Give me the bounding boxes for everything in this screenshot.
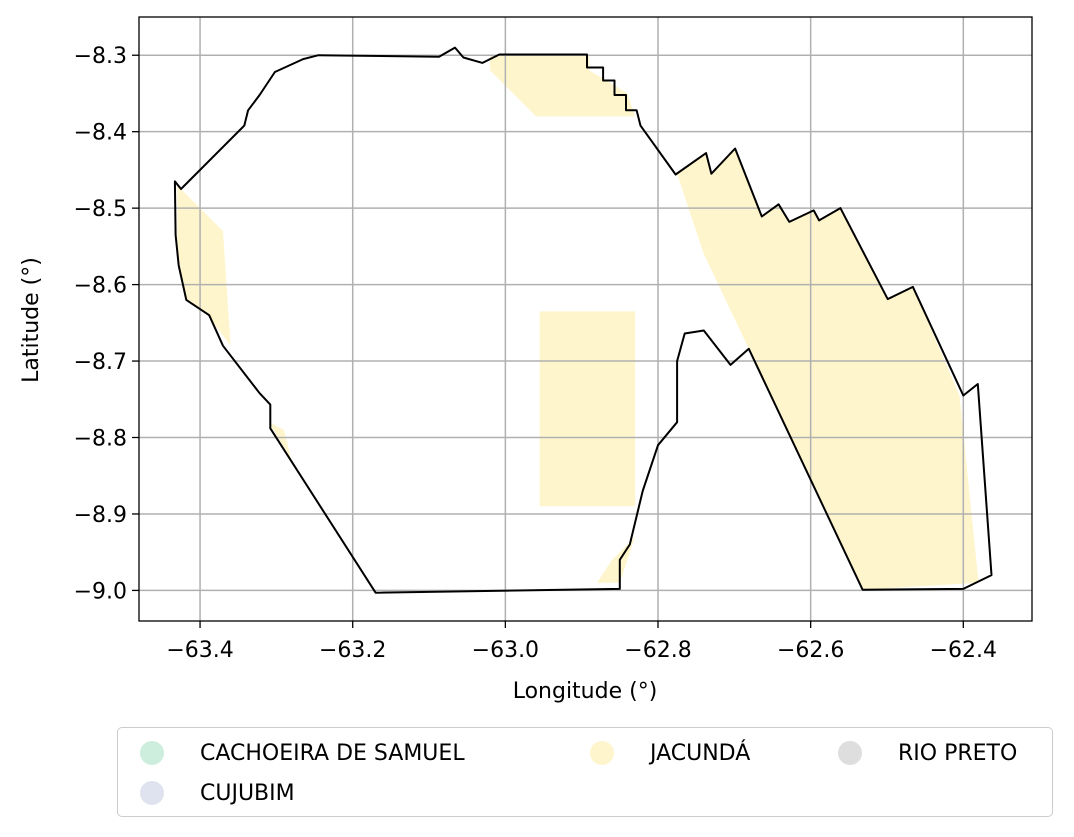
- x-tick-label: −62.6: [777, 638, 844, 663]
- x-tick-label: −63.0: [472, 638, 539, 663]
- y-tick-label: −8.5: [74, 197, 127, 222]
- x-tick-label: −63.4: [166, 638, 233, 663]
- y-tick-label: −8.7: [74, 350, 127, 375]
- legend-marker-icon: [838, 741, 862, 765]
- y-axis-label: Latitude (°): [19, 257, 44, 383]
- y-tick-label: −9.0: [74, 579, 127, 604]
- legend-item: CACHOEIRA DE SAMUEL: [140, 738, 465, 768]
- boundary-outline: [173, 46, 993, 594]
- legend-item: JACUNDÁ: [590, 738, 750, 768]
- legend-item: CUJUBIM: [140, 778, 295, 808]
- legend-marker-icon: [140, 781, 164, 805]
- jacunda-area-east-belt: [677, 148, 979, 590]
- legend-marker-icon: [590, 741, 614, 765]
- y-tick-label: −8.4: [74, 121, 127, 146]
- map-plot-area: [139, 17, 1032, 621]
- y-tick-label: −8.8: [74, 427, 127, 452]
- jacunda-area-north: [490, 55, 636, 117]
- x-tick-label: −63.2: [319, 638, 386, 663]
- y-tick-label: −8.3: [74, 44, 127, 69]
- legend-marker-icon: [140, 741, 164, 765]
- x-tick-label: −62.8: [624, 638, 691, 663]
- jacunda-area-centre: [539, 311, 636, 507]
- map-figure: −63.4 −63.2 −63.0 −62.8 −62.6 −62.4 −8.3 −8.4 −8…: [19, 16, 1033, 704]
- y-tick-label: −8.9: [74, 503, 127, 528]
- legend-item: RIO PRETO: [838, 738, 1017, 768]
- axis-ticks: −63.4 −63.2 −63.0 −62.8 −62.6 −62.4 −8.3 −8.4 −8…: [74, 44, 997, 663]
- legend-label: CACHOEIRA DE SAMUEL: [200, 740, 465, 766]
- legend-label: RIO PRETO: [898, 740, 1018, 766]
- y-tick-label: −8.6: [74, 274, 127, 299]
- jacunda-area-southwest: [268, 422, 292, 461]
- axes-frame: [138, 16, 1033, 622]
- x-tick-label: −62.4: [930, 638, 997, 663]
- x-axis-label: Longitude (°): [513, 679, 658, 704]
- legend-label: JACUNDÁ: [650, 740, 751, 766]
- legend-label: CUJUBIM: [200, 780, 295, 806]
- jacunda-area-south: [596, 514, 643, 583]
- jacunda-area-west: [177, 185, 231, 346]
- legend: CACHOEIRA DE SAMUEL CUJUBIM JACUNDÁ RIO …: [117, 727, 1053, 817]
